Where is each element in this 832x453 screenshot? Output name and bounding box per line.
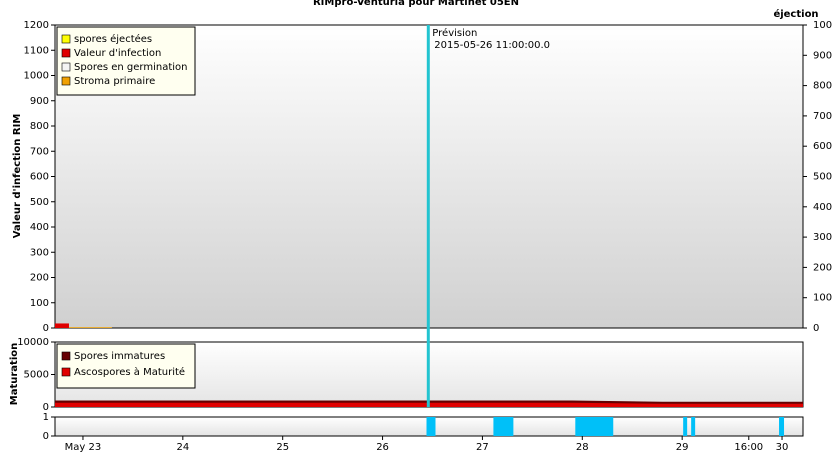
bar [683,417,688,436]
y-tick-label: 700 [30,146,49,157]
x-tick-label: 25 [276,442,289,453]
x-tick-label: 26 [376,442,389,453]
legend-label: spores éjectées [74,33,152,45]
y2-tick-label: 600 [813,141,832,152]
y2-tick-label: 1000 [813,20,832,31]
y-tick-label: 600 [30,172,49,183]
bar [575,417,614,436]
legend-label: Ascospores à Maturité [74,366,185,378]
y2-tick-label: 700 [813,111,832,122]
area [55,323,69,328]
y-tick-label: 1 [43,412,49,423]
y-tick-label: 500 [30,197,49,208]
y-tick-label: 0 [43,431,49,442]
legend-swatch [61,76,71,86]
legend-label: Spores immatures [74,351,165,362]
y2-tick-label: 200 [813,262,832,273]
legend-swatch [61,34,71,44]
y2-tick-label: 100 [813,293,832,304]
x-tick-label: May 23 [65,442,102,453]
legend [56,26,196,96]
x-tick-label: 27 [476,442,489,453]
chart-title: RIMpro-Venturia pour Martinet 05EN [313,0,519,8]
bar [426,417,436,436]
x-tick-label: 30 [776,442,789,453]
y-tick-label: 900 [30,96,49,107]
y-tick-label: 10000 [17,337,49,348]
legend [56,343,196,389]
bar [691,417,696,436]
legend-label: Spores en germination [74,62,188,73]
legend-swatch [61,62,71,72]
y-axis-label: Valeur d'infection RIM [12,114,23,239]
x-tick-label: 24 [176,442,189,453]
y-tick-label: 800 [30,121,49,132]
y-tick-label: 300 [30,247,49,258]
y2-tick-label: 900 [813,50,832,61]
y-axis-label: Maturation [9,343,20,405]
y-tick-label: 100 [30,298,49,309]
annotation: Prévision [432,27,477,39]
x-tick-label: 29 [676,442,689,453]
y2-tick-label: 0 [813,323,819,334]
y-tick-label: 1000 [24,71,49,82]
legend-label: Valeur d'infection [74,48,161,59]
y-tick-label: 1200 [24,20,49,31]
y2-tick-label: 400 [813,202,832,213]
y2-tick-label: 300 [813,232,832,243]
y-tick-label: 5000 [24,370,49,381]
y-tick-label: 400 [30,222,49,233]
y2-axis-label: éjection [773,8,818,20]
y2-tick-label: 800 [813,81,832,92]
bar [493,417,514,436]
legend-swatch [61,367,71,377]
y-tick-label: 0 [43,323,49,334]
y-tick-label: 1100 [24,45,49,56]
annotation: 2015-05-26 11:00:00.0 [434,40,550,51]
bar [779,417,785,436]
legend-swatch [61,48,71,58]
y2-tick-label: 500 [813,172,832,183]
y-tick-label: 200 [30,273,49,284]
x-tick-label: 28 [576,442,589,453]
x-tick-label: 16:00 [734,442,763,453]
y-tick-label: 0 [43,402,49,413]
area [68,327,112,328]
legend-label: Stroma primaire [74,76,155,87]
legend-swatch [61,351,71,361]
